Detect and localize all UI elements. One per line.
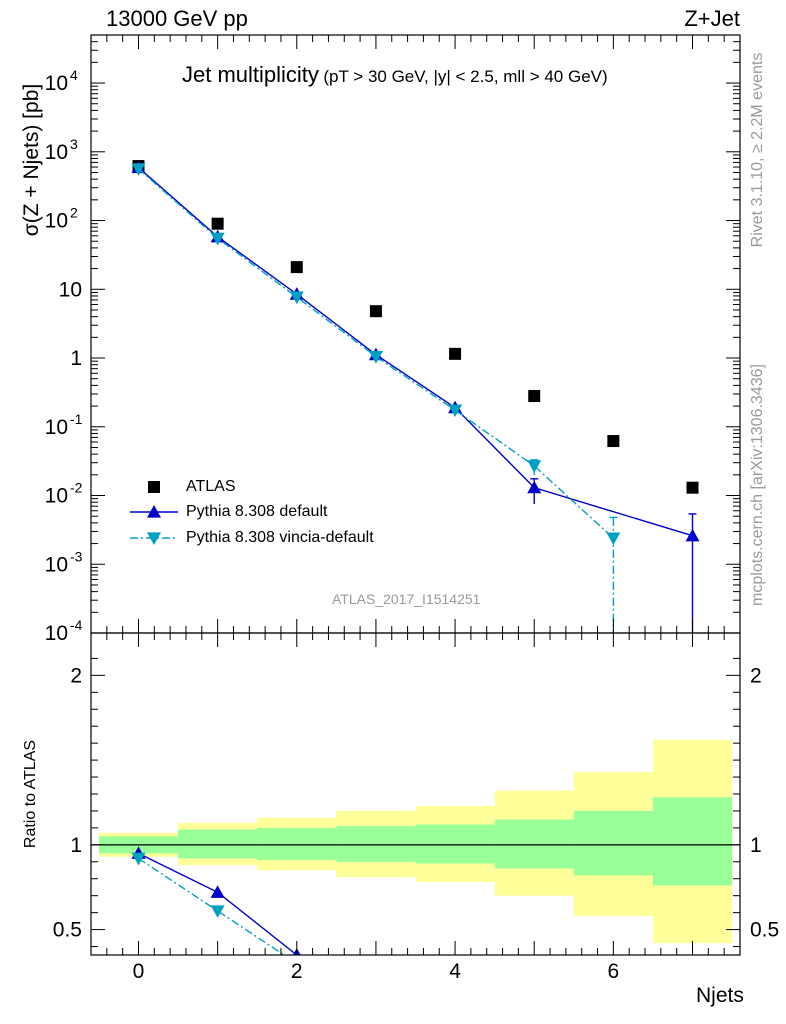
y-tick-exponent: 3 bbox=[70, 136, 78, 152]
y-tick-exponent: -1 bbox=[70, 411, 83, 427]
chart-title-main: Jet multiplicity bbox=[182, 62, 319, 87]
x-tick-label: 0 bbox=[133, 960, 145, 983]
x-tick-label: 2 bbox=[291, 960, 303, 983]
ratio-y-tick-label-right: 1 bbox=[750, 834, 762, 857]
ratio-band-green bbox=[573, 810, 653, 876]
data-point-atlas bbox=[211, 217, 224, 230]
mcplots-info: mcplots.cern.ch [arXiv:1306.3436] bbox=[749, 364, 766, 606]
legend-label-0: ATLAS bbox=[186, 478, 236, 495]
ratio-band-green bbox=[257, 827, 337, 861]
axis-ticks bbox=[90, 34, 740, 955]
ratio-y-tick-label-right: 0.5 bbox=[750, 919, 779, 942]
analysis-id-label: ATLAS_2017_I1514251 bbox=[332, 591, 481, 607]
legend bbox=[130, 481, 178, 545]
legend-symbol-default bbox=[147, 505, 161, 518]
data-point-atlas bbox=[528, 390, 541, 403]
legend-symbol-vincia bbox=[147, 532, 161, 545]
y-tick-label: 10 bbox=[45, 210, 68, 233]
ratio-band-green bbox=[494, 819, 574, 869]
y-tick-label: 10 bbox=[45, 622, 68, 645]
x-tick-label: 4 bbox=[449, 960, 461, 983]
ratio-y-tick-label: 2 bbox=[70, 664, 82, 687]
ratio-y-tick-label: 0.5 bbox=[53, 919, 82, 942]
data-point-pythia-vincia bbox=[210, 232, 225, 246]
y-axis-label: σ(Z + Njets) [pb] bbox=[20, 83, 43, 237]
y-tick-exponent: -3 bbox=[70, 548, 83, 564]
main-panel-series bbox=[131, 160, 700, 633]
ratio-point bbox=[131, 852, 146, 866]
y-tick-label: 10 bbox=[45, 553, 68, 576]
ratio-point bbox=[210, 885, 225, 898]
x-axis-label: Njets bbox=[696, 984, 744, 1007]
legend-symbol-atlas bbox=[148, 481, 160, 493]
y-tick-exponent: -2 bbox=[70, 480, 83, 496]
legend-label-1: Pythia 8.308 default bbox=[186, 503, 328, 520]
y-tick-label: 10 bbox=[45, 141, 68, 164]
ratio-point bbox=[210, 905, 225, 918]
y-tick-label: 10 bbox=[59, 278, 82, 301]
y-tick-exponent: 2 bbox=[70, 205, 78, 221]
process-label: Z+Jet bbox=[684, 6, 740, 31]
data-point-atlas bbox=[449, 347, 462, 360]
data-point-pythia-vincia bbox=[448, 404, 463, 418]
ratio-band-green bbox=[336, 826, 416, 862]
data-point-atlas bbox=[686, 481, 699, 494]
ratio-y-tick-label: 1 bbox=[70, 834, 82, 857]
y-tick-label: 10 bbox=[45, 72, 68, 95]
y-tick-label: 10 bbox=[45, 416, 68, 439]
ratio-uncertainty-bands bbox=[98, 739, 733, 944]
ratio-panel-series bbox=[131, 846, 301, 955]
ratio-y-tick-label-right: 2 bbox=[750, 664, 762, 687]
y-tick-exponent: 4 bbox=[70, 67, 78, 83]
legend-label-2: Pythia 8.308 vincia-default bbox=[186, 529, 374, 546]
data-point-pythia-vincia bbox=[606, 532, 621, 546]
data-point-pythia-vincia bbox=[289, 291, 304, 305]
data-point-atlas bbox=[290, 261, 303, 274]
chart-title-cuts: (pT > 30 GeV, |y| < 2.5, mll > 40 GeV) bbox=[323, 67, 608, 86]
data-point-pythia-vincia bbox=[131, 163, 146, 176]
y-tick-exponent: -4 bbox=[70, 617, 83, 633]
ratio-band-green bbox=[415, 824, 495, 864]
ratio-band-green bbox=[652, 797, 733, 886]
x-tick-label: 6 bbox=[608, 960, 620, 983]
data-point-pythia-vincia bbox=[368, 350, 383, 364]
ratio-y-axis-label: Ratio to ATLAS bbox=[22, 739, 39, 849]
data-point-pythia-default bbox=[527, 480, 542, 494]
ratio-line-0 bbox=[138, 852, 298, 955]
y-tick-label: 1 bbox=[70, 347, 82, 370]
data-point-pythia-default bbox=[685, 528, 700, 542]
chart-title: Jet multiplicity (pT > 30 GeV, |y| < 2.5… bbox=[182, 62, 608, 88]
data-point-atlas bbox=[607, 435, 620, 448]
rivet-info: Rivet 3.1.10, ≥ 2.2M events bbox=[749, 52, 766, 248]
energy-label: 13000 GeV pp bbox=[106, 6, 248, 31]
ratio-band-green bbox=[178, 829, 258, 859]
data-point-pythia-vincia bbox=[527, 460, 542, 473]
data-point-atlas bbox=[369, 305, 382, 318]
y-tick-label: 10 bbox=[45, 485, 68, 508]
